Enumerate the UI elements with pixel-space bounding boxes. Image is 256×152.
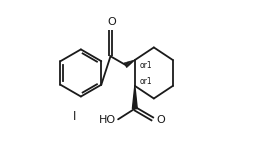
Text: or1: or1 — [140, 60, 153, 70]
Text: O: O — [156, 115, 165, 125]
Text: or1: or1 — [140, 77, 153, 86]
Polygon shape — [132, 86, 137, 109]
Text: O: O — [107, 17, 116, 27]
Text: I: I — [73, 110, 76, 123]
Text: HO: HO — [99, 115, 116, 125]
